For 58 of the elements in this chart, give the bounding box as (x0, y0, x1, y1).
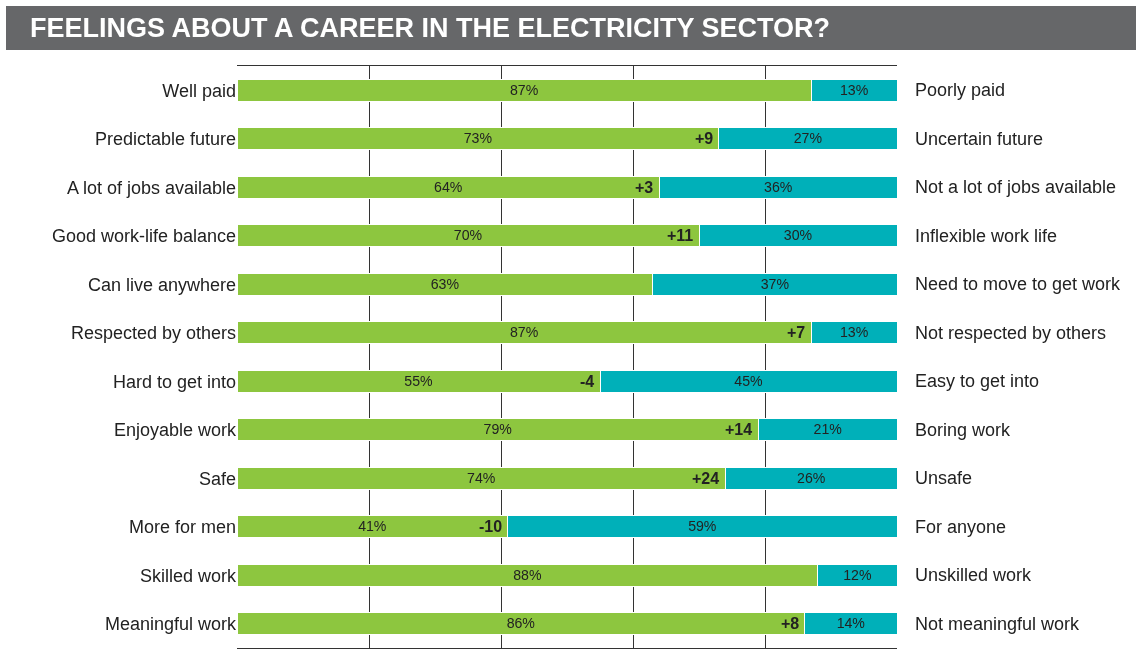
data-label: 74% (467, 469, 496, 486)
annotation: +7 (787, 324, 806, 341)
data-label: 30% (783, 227, 813, 244)
annotation: +24 (692, 470, 720, 487)
data-label: 14% (836, 615, 866, 632)
data-label: 73% (463, 130, 493, 147)
y-tick-label: Enjoyable work (113, 420, 237, 441)
annotation: Unsafe (915, 468, 973, 488)
data-label: 64% (434, 178, 463, 195)
y-tick-label: Respected by others (70, 323, 236, 344)
data-label: 59% (688, 518, 717, 535)
annotation: Easy to get into (915, 371, 1040, 391)
y-tick-label: Predictable future (94, 129, 236, 150)
annotation: +14 (725, 421, 753, 438)
y-tick-label: Meaningful work (104, 614, 237, 635)
data-label: 87% (509, 81, 539, 98)
y-tick-label: Can live anywhere (87, 274, 236, 295)
annotation: Uncertain future (915, 129, 1044, 149)
annotation: Need to move to get work (915, 274, 1122, 294)
annotation: Not a lot of jobs available (915, 177, 1117, 197)
annotation: -10 (479, 518, 503, 535)
annotation: +3 (635, 179, 654, 196)
data-label: 86% (506, 615, 536, 632)
annotation: Not meaningful work (915, 614, 1081, 634)
data-label: 41% (358, 518, 387, 535)
annotation: Inflexible work life (915, 226, 1058, 246)
annotation: +8 (781, 615, 800, 632)
y-tick-label: Hard to get into (112, 371, 236, 392)
annotation: -4 (580, 373, 595, 390)
data-label: 79% (483, 421, 513, 438)
data-label: 21% (813, 421, 843, 438)
data-label: 63% (430, 275, 460, 292)
y-tick-label: Safe (198, 468, 236, 489)
annotation: Not respected by others (915, 323, 1107, 343)
y-tick-label: Good work-life balance (51, 226, 236, 247)
annotation: For anyone (915, 517, 1007, 537)
annotation: Boring work (915, 420, 1012, 440)
data-label: 45% (734, 372, 764, 389)
annotation: +9 (695, 130, 714, 147)
data-label: 13% (839, 324, 869, 341)
data-label: 70% (453, 227, 483, 244)
y-tick-label: Well paid (162, 80, 236, 101)
data-label: 87% (509, 324, 539, 341)
data-label: 37% (760, 275, 790, 292)
annotation: Unskilled work (915, 565, 1033, 585)
data-label: 26% (797, 469, 826, 486)
data-label: 12% (843, 566, 872, 583)
y-tick-label: A lot of jobs available (66, 177, 236, 198)
annotation: Poorly paid (915, 80, 1006, 100)
y-tick-label: More for men (128, 517, 236, 538)
data-label: 27% (793, 130, 823, 147)
data-label: 36% (764, 178, 793, 195)
annotation: +11 (667, 227, 694, 244)
data-label: 55% (404, 372, 434, 389)
data-label: 88% (513, 566, 542, 583)
y-tick-label: Skilled work (139, 565, 237, 586)
chart-title: FEELINGS ABOUT A CAREER IN THE ELECTRICITY SECTOR? (6, 6, 1136, 50)
data-label: 13% (839, 81, 869, 98)
